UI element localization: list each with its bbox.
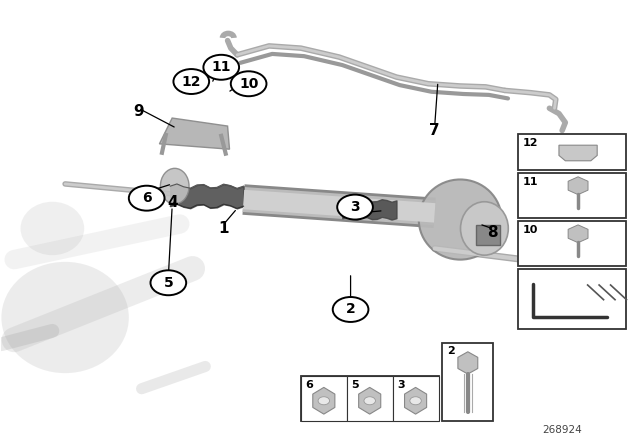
FancyBboxPatch shape bbox=[301, 376, 347, 421]
Text: 2: 2 bbox=[346, 302, 355, 316]
Circle shape bbox=[364, 397, 376, 405]
FancyBboxPatch shape bbox=[442, 343, 493, 421]
Text: 11: 11 bbox=[523, 177, 538, 187]
Text: 3: 3 bbox=[397, 380, 404, 390]
Text: 7: 7 bbox=[429, 123, 440, 138]
Text: 4: 4 bbox=[167, 195, 177, 210]
Ellipse shape bbox=[461, 202, 508, 255]
Polygon shape bbox=[458, 352, 478, 374]
Circle shape bbox=[150, 270, 186, 295]
Text: 9: 9 bbox=[133, 104, 144, 119]
Polygon shape bbox=[404, 388, 427, 414]
FancyBboxPatch shape bbox=[476, 225, 500, 245]
Text: 6: 6 bbox=[142, 191, 152, 205]
Circle shape bbox=[204, 55, 239, 80]
FancyBboxPatch shape bbox=[518, 269, 626, 329]
Text: 5: 5 bbox=[163, 276, 173, 290]
Text: 11: 11 bbox=[211, 60, 231, 74]
Ellipse shape bbox=[161, 168, 189, 204]
Polygon shape bbox=[358, 388, 381, 414]
Circle shape bbox=[318, 397, 330, 405]
Ellipse shape bbox=[419, 180, 502, 260]
FancyBboxPatch shape bbox=[301, 376, 438, 421]
Text: 268924: 268924 bbox=[542, 426, 582, 435]
FancyBboxPatch shape bbox=[518, 134, 626, 170]
Polygon shape bbox=[159, 118, 230, 149]
Text: 5: 5 bbox=[351, 380, 359, 390]
FancyBboxPatch shape bbox=[518, 221, 626, 266]
Circle shape bbox=[129, 186, 164, 211]
Text: 6: 6 bbox=[305, 380, 313, 390]
Text: 12: 12 bbox=[182, 74, 201, 89]
Text: 3: 3 bbox=[350, 200, 360, 214]
Text: 1: 1 bbox=[218, 221, 228, 236]
Circle shape bbox=[337, 194, 373, 220]
Text: 2: 2 bbox=[447, 346, 454, 357]
FancyBboxPatch shape bbox=[393, 376, 438, 421]
Polygon shape bbox=[559, 145, 597, 161]
Text: 10: 10 bbox=[239, 77, 259, 91]
Circle shape bbox=[231, 71, 266, 96]
Text: 10: 10 bbox=[523, 225, 538, 235]
Ellipse shape bbox=[1, 262, 129, 373]
Circle shape bbox=[333, 297, 369, 322]
Polygon shape bbox=[568, 225, 588, 243]
FancyBboxPatch shape bbox=[518, 173, 626, 218]
Polygon shape bbox=[313, 388, 335, 414]
Text: 8: 8 bbox=[487, 225, 497, 241]
FancyBboxPatch shape bbox=[347, 376, 393, 421]
Text: 12: 12 bbox=[523, 138, 538, 148]
Polygon shape bbox=[568, 177, 588, 194]
Circle shape bbox=[410, 397, 421, 405]
Ellipse shape bbox=[20, 202, 84, 255]
Circle shape bbox=[173, 69, 209, 94]
